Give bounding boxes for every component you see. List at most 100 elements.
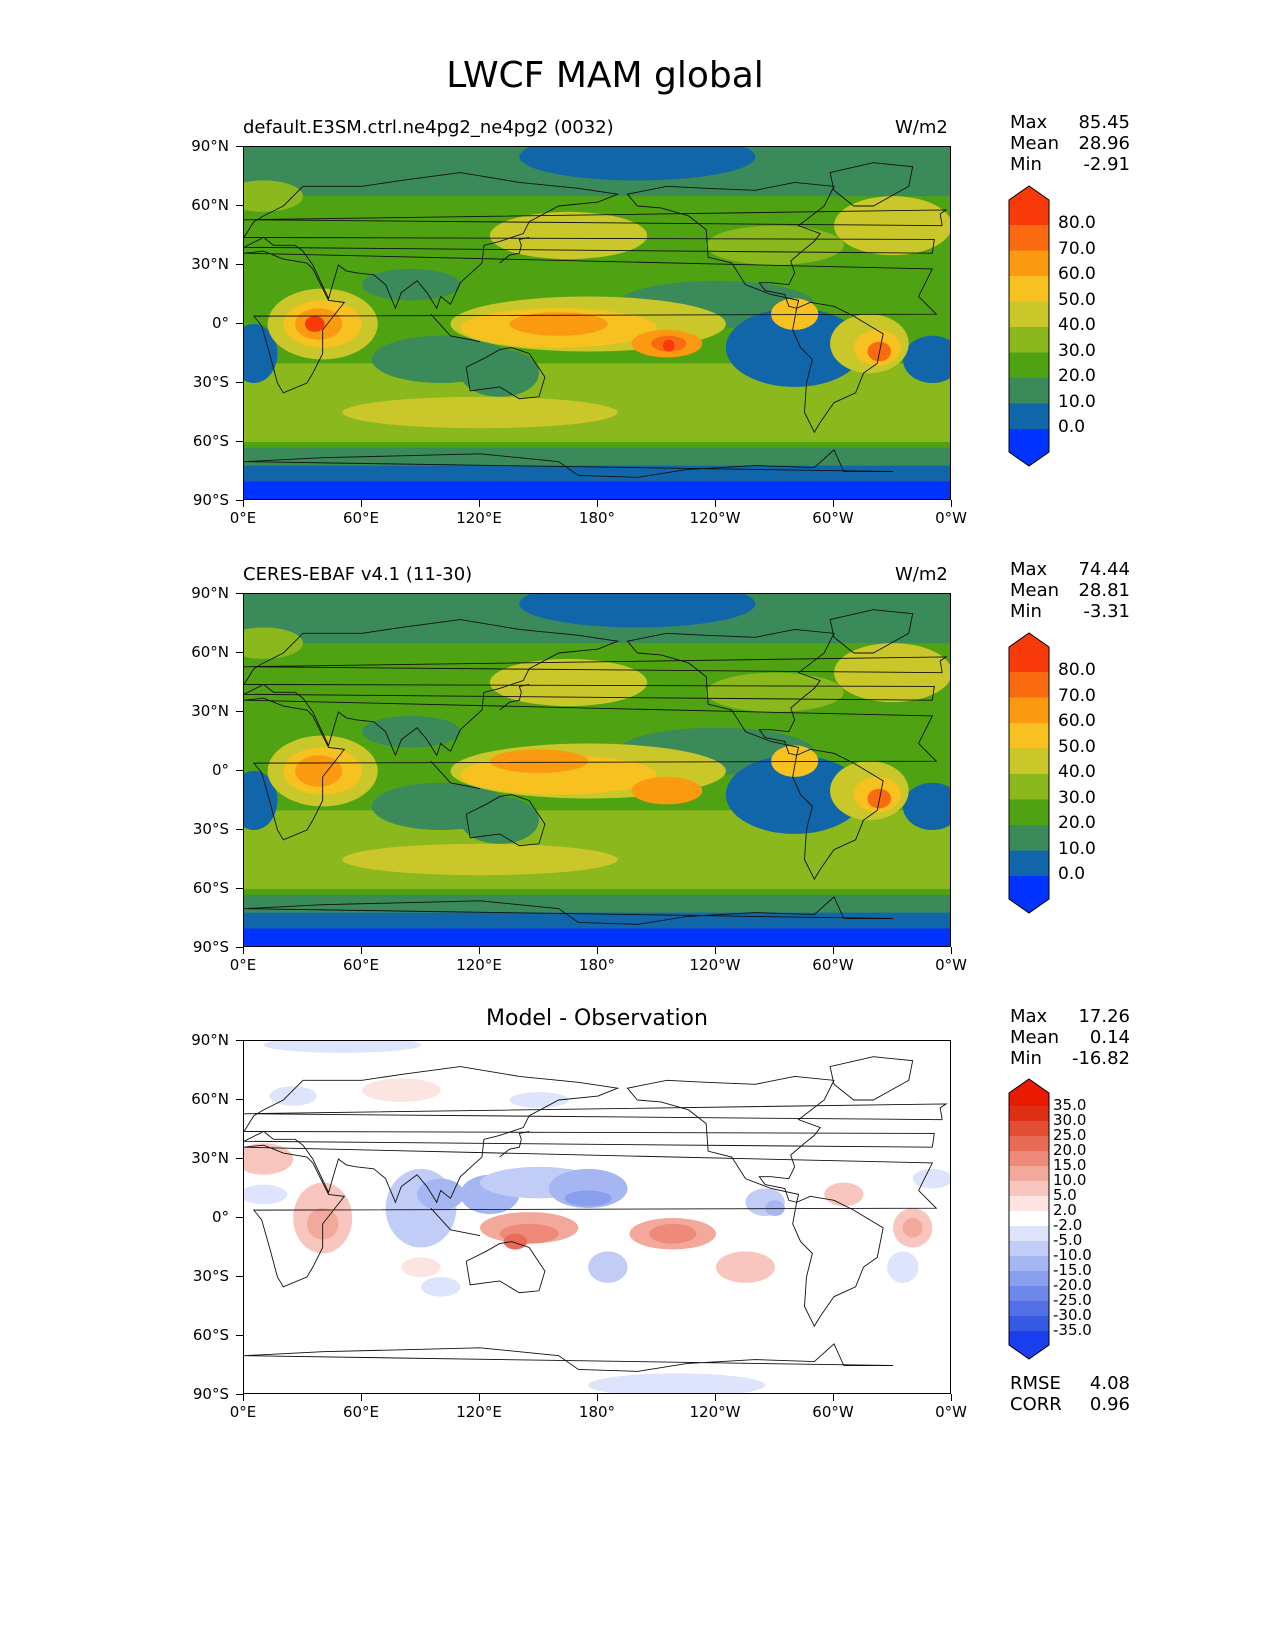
colorbar-label: 0.0 <box>1058 417 1086 437</box>
lat-tick-mark <box>236 500 243 501</box>
southern-ocean <box>244 894 950 913</box>
colorbar-label: 25.0 <box>1053 1126 1087 1144</box>
colorbar-extend-min <box>1009 429 1049 466</box>
stat-mean-label: Mean <box>1010 133 1060 154</box>
lat-tick-mark <box>236 1217 243 1218</box>
lon-tick-mark <box>243 500 244 507</box>
lat-tick-mark <box>236 711 243 712</box>
lon-tick-label: 120°W <box>689 509 741 527</box>
coastlines <box>244 162 948 478</box>
panel1-title: default.E3SM.ctrl.ne4pg2_ne4pg2 (0032) <box>243 117 614 138</box>
lat-tick-mark <box>236 1099 243 1100</box>
lon-tick-label: 0°W <box>935 509 967 527</box>
lon-tick-mark <box>715 500 716 507</box>
corr-value: 0.96 <box>1089 1394 1130 1415</box>
coastline-segment <box>244 697 938 841</box>
southeast-pacific-low <box>725 755 864 834</box>
colorbar-segment <box>1009 697 1049 724</box>
negative-anomaly <box>421 1277 461 1297</box>
lon-tick-label: 60°W <box>812 956 854 974</box>
coastline-segment <box>430 313 481 343</box>
north-pacific-storm <box>489 658 648 707</box>
colorbar-label: 30.0 <box>1058 787 1096 808</box>
panel2-map <box>243 593 951 947</box>
lat-tick-label: 90°S <box>192 938 229 956</box>
stat-min: -3.31 <box>1083 601 1130 622</box>
stat-mean: 28.96 <box>1078 133 1130 154</box>
lon-tick-mark <box>715 1394 716 1401</box>
panel2-title: CERES-EBAF v4.1 (11-30) <box>243 564 473 585</box>
southern-mid-lat <box>244 363 950 442</box>
colorbar-label: 35.0 <box>1053 1096 1087 1114</box>
lon-tick-label: 60°W <box>812 1403 854 1421</box>
lon-tick-label: 120°E <box>456 1403 502 1421</box>
coastline-segment <box>499 237 530 264</box>
australia-dry <box>460 349 539 397</box>
lat-tick-label: 30°N <box>191 702 229 720</box>
lon-tick-label: 0°E <box>229 509 257 527</box>
lat-tick-label: 90°N <box>191 584 229 602</box>
negative-anomaly <box>244 1184 288 1205</box>
colorbar-segment <box>1009 225 1049 251</box>
lon-tick-mark <box>597 1394 598 1401</box>
colorbar-label: 20.0 <box>1058 813 1096 833</box>
colorbar-label: 10.0 <box>1058 838 1096 859</box>
stat-max-label: Max <box>1010 1006 1048 1027</box>
lon-tick-label: 0°W <box>935 1403 967 1421</box>
colorbar-segment <box>1009 672 1049 698</box>
colorbar-segment <box>1009 301 1049 328</box>
positive-anomaly <box>401 1257 441 1277</box>
coastline-segment <box>244 896 894 925</box>
panel1-units: W/m2 <box>895 117 948 138</box>
colorbar-label: 80.0 <box>1058 213 1096 233</box>
positive-anomaly <box>824 1182 864 1207</box>
lon-tick-mark <box>243 947 244 954</box>
lon-tick-label: 0°E <box>229 956 257 974</box>
rmse-value: 4.08 <box>1089 1373 1130 1394</box>
stat-max-label: Max <box>1010 559 1048 580</box>
colorbar-label: -35.0 <box>1053 1321 1092 1339</box>
coastline-segment <box>244 172 935 310</box>
negative-anomaly <box>417 1178 465 1211</box>
antarctic-interior <box>244 481 950 499</box>
lon-tick-mark <box>951 1394 952 1401</box>
stat-min-label: Min <box>1010 154 1042 175</box>
figure-title: LWCF MAM global <box>446 55 764 96</box>
colorbar-label: 15.0 <box>1053 1156 1087 1174</box>
panel3-title: Model - Observation <box>486 1006 708 1031</box>
lat-tick-mark <box>236 205 243 206</box>
panel1-stats: Max 85.45 Mean 28.96 Min -2.91 <box>1010 112 1130 175</box>
coastline-segment <box>626 1075 835 1203</box>
contour-field <box>244 1041 950 1393</box>
southeast-pacific-low <box>725 308 864 387</box>
colorbar-label: -20.0 <box>1053 1276 1092 1294</box>
negative-anomaly <box>588 1373 766 1393</box>
stat-min-label: Min <box>1010 1048 1042 1069</box>
lat-tick-label: 30°S <box>192 1267 229 1285</box>
southern-mid-lat <box>244 810 950 889</box>
lon-tick-mark <box>479 500 480 507</box>
colorbar-segment <box>1009 1211 1049 1227</box>
lat-tick-label: 0° <box>211 761 229 779</box>
colorbar-segment <box>1009 403 1049 430</box>
lat-tick-mark <box>236 264 243 265</box>
lon-tick-label: 180° <box>578 1403 616 1421</box>
positive-anomaly <box>503 1233 528 1250</box>
coastline-segment <box>626 181 835 309</box>
lon-tick-mark <box>243 1394 244 1401</box>
lat-tick-label: 60°N <box>191 1090 229 1108</box>
colorbar-label: 10.0 <box>1058 391 1096 412</box>
negative-anomaly <box>765 1200 785 1217</box>
lon-tick-mark <box>479 947 480 954</box>
central-pacific-max <box>662 339 675 352</box>
north-america-cloud <box>706 225 844 265</box>
lat-tick-label: 30°N <box>191 255 229 273</box>
colorbar-label: 2.0 <box>1053 1201 1077 1219</box>
colorbar-outline <box>1008 1078 1050 1360</box>
lat-tick-label: 60°S <box>192 879 229 897</box>
colorbar-label: 50.0 <box>1058 289 1096 310</box>
africa-max <box>304 316 325 332</box>
lon-tick-mark <box>715 947 716 954</box>
colorbar-segment <box>1009 723 1049 749</box>
negative-anomaly <box>509 1092 569 1108</box>
